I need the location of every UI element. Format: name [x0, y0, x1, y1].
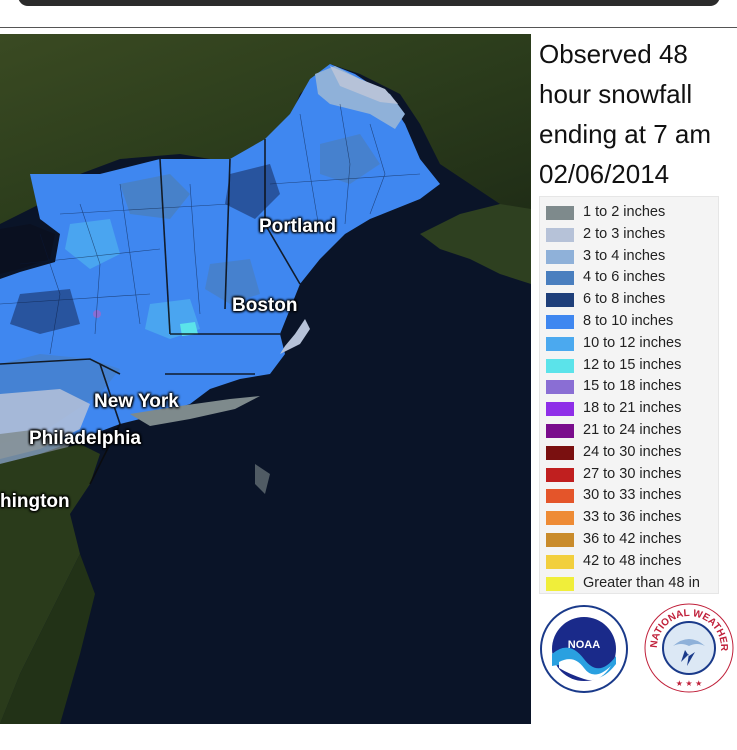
- state-borders: [0, 139, 301, 485]
- legend-item: 18 to 21 inches: [546, 399, 718, 419]
- legend-label: 2 to 3 inches: [583, 225, 666, 242]
- legend-item: 8 to 10 inches: [546, 312, 718, 332]
- legend-label: 18 to 21 inches: [583, 400, 682, 417]
- noaa-logo-text: NOAA: [568, 639, 600, 651]
- title-line-4: 02/06/2014: [539, 159, 670, 189]
- legend-swatch: [546, 358, 574, 373]
- legend-item: 33 to 36 inches: [546, 508, 718, 528]
- legend-swatch: [546, 576, 574, 591]
- legend-swatch: [546, 293, 574, 308]
- legend-swatch: [546, 271, 574, 286]
- map-title: Observed 48 hour snowfall ending at 7 am…: [539, 34, 737, 194]
- city-label-portland: Portland: [259, 216, 337, 237]
- legend-item: 3 to 4 inches: [546, 247, 718, 267]
- legend-label: 6 to 8 inches: [583, 291, 666, 308]
- legend-label: 15 to 18 inches: [583, 378, 682, 395]
- city-label-boston: Boston: [232, 295, 298, 316]
- legend-swatch: [546, 380, 574, 395]
- legend-item: 42 to 48 inches: [546, 552, 718, 572]
- noaa-logo: NOAA: [540, 605, 628, 693]
- long-island: [130, 396, 260, 426]
- legend-label: 21 to 24 inches: [583, 422, 682, 438]
- legend-item: Greater than 48 in: [546, 574, 718, 594]
- title-line-3: ending at 7 am: [539, 119, 712, 149]
- top-bar-area: [0, 0, 737, 28]
- legend-panel: Observed 48 hour snowfall ending at 7 am…: [531, 34, 737, 724]
- legend-item: 36 to 42 inches: [546, 530, 718, 550]
- legend-item: 4 to 6 inches: [546, 268, 718, 288]
- county-lines: [0, 103, 421, 355]
- legend-swatch: [546, 249, 574, 264]
- legend-swatch: [546, 533, 574, 547]
- city-label-washington: hington: [0, 491, 70, 512]
- legend-item: 6 to 8 inches: [546, 290, 718, 310]
- legend-item: 1 to 2 inches: [546, 203, 718, 223]
- legend-label: 12 to 15 inches: [583, 356, 682, 373]
- title-line-1: Observed 48: [539, 39, 688, 69]
- legend-label: 8 to 10 inches: [583, 313, 674, 329]
- maritime-land: [420, 204, 531, 284]
- southern-land: [0, 444, 100, 724]
- legend-item: 30 to 33 inches: [546, 486, 718, 506]
- legend-swatch: [546, 402, 574, 417]
- map-graphic: [0, 34, 531, 724]
- city-label-new-york: New York: [94, 391, 179, 412]
- legend-swatch: [546, 445, 574, 460]
- legend-label: 42 to 48 inches: [583, 552, 682, 569]
- snow-region-maine-north: [315, 66, 405, 129]
- legend-item: 27 to 30 inches: [546, 465, 718, 485]
- legend-swatch: [546, 489, 574, 504]
- legend-label: 10 to 12 inches: [583, 334, 682, 351]
- city-label-philadelphia: Philadelphia: [29, 428, 141, 449]
- legend-item: 24 to 30 inches: [546, 443, 718, 463]
- legend-label: 3 to 4 inches: [583, 247, 666, 264]
- legend-label: Greater than 48 in: [583, 574, 700, 591]
- legend-item: 12 to 15 inches: [546, 356, 718, 376]
- legend-item: 15 to 18 inches: [546, 377, 718, 397]
- legend-label: 4 to 6 inches: [583, 269, 666, 286]
- top-toolbar: [18, 0, 720, 6]
- legend-swatch: [546, 227, 574, 242]
- legend-swatch: [546, 315, 574, 329]
- legend-swatch: [546, 511, 574, 526]
- legend-label: 1 to 2 inches: [583, 204, 666, 220]
- legend-item: 2 to 3 inches: [546, 225, 718, 245]
- title-line-2: hour snowfall: [539, 79, 693, 109]
- legend-label: 36 to 42 inches: [583, 531, 682, 547]
- legend-label: 33 to 36 inches: [583, 509, 682, 526]
- snowfall-legend: 1 to 2 inches 2 to 3 inches 3 to 4 inches 4…: [539, 196, 719, 594]
- legend-label: 27 to 30 inches: [583, 465, 682, 482]
- legend-swatch: [546, 424, 574, 438]
- svg-text:★ ★ ★: ★ ★ ★: [676, 679, 703, 688]
- nws-logo: NATIONAL WEATHER SERVICE ★ ★ ★: [643, 602, 734, 693]
- snowfall-map: Portland Boston New York Philadelphia hi…: [0, 34, 531, 724]
- canada-land: [0, 34, 531, 224]
- legend-swatch: [546, 336, 574, 351]
- top-divider: [0, 27, 737, 28]
- legend-label: 24 to 30 inches: [583, 443, 682, 460]
- max-snow-spot: [93, 310, 101, 318]
- legend-swatch: [546, 554, 574, 569]
- legend-swatch: [546, 206, 574, 220]
- legend-label: 30 to 33 inches: [583, 487, 682, 504]
- legend-item: 10 to 12 inches: [546, 334, 718, 354]
- legend-item: 21 to 24 inches: [546, 421, 718, 441]
- legend-swatch: [546, 467, 574, 482]
- cape-cod: [280, 319, 310, 354]
